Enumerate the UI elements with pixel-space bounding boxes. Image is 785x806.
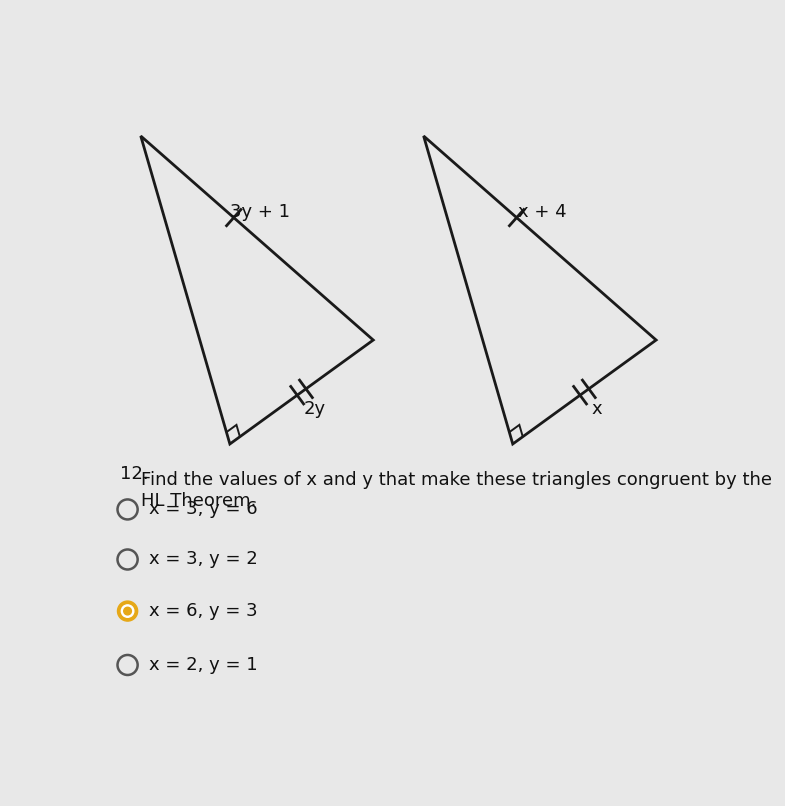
Text: x = 6, y = 3: x = 6, y = 3 xyxy=(149,602,258,620)
Text: 2y: 2y xyxy=(303,401,326,418)
Circle shape xyxy=(122,604,133,617)
Text: Find the values of x and y that make these triangles congruent by the HL Theorem: Find the values of x and y that make the… xyxy=(141,471,772,509)
Text: 12.: 12. xyxy=(120,465,148,483)
Circle shape xyxy=(124,607,131,615)
Text: 3y + 1: 3y + 1 xyxy=(230,202,290,221)
Circle shape xyxy=(118,601,137,621)
Text: x = 3, y = 6: x = 3, y = 6 xyxy=(149,501,258,518)
Text: x = 3, y = 2: x = 3, y = 2 xyxy=(149,550,258,568)
Text: x = 2, y = 1: x = 2, y = 1 xyxy=(149,656,258,674)
Text: x: x xyxy=(592,401,603,418)
Text: x + 4: x + 4 xyxy=(518,202,567,221)
